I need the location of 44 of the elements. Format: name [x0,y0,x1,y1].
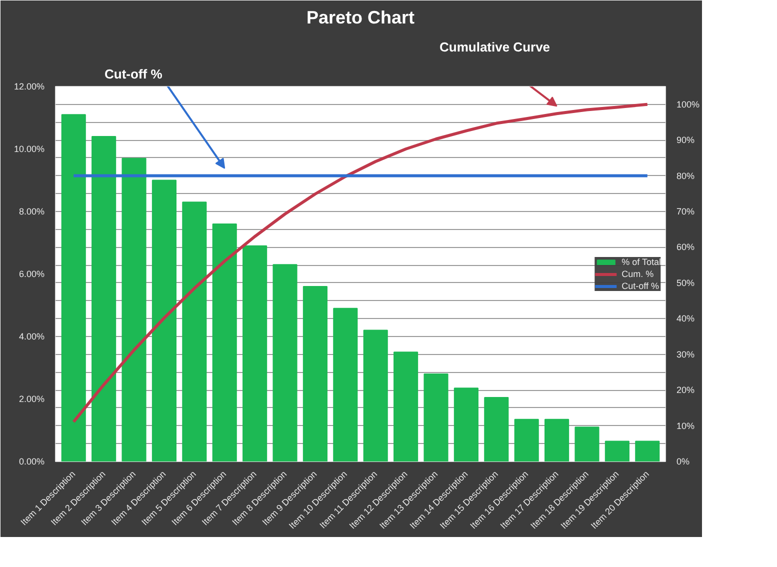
bar [484,396,509,462]
bar [122,158,146,462]
bar [212,224,237,462]
y2-tick-label: 60% [676,242,695,252]
bar [302,286,328,462]
y-tick-label: 8.00% [18,206,45,216]
y2-tick-label: 30% [676,349,695,360]
y-tick-label: 6.00% [18,269,45,279]
bar [152,180,176,462]
text: Cumulative Curve [440,40,550,54]
legend-label: Cut-off % [622,280,659,290]
y-tick-label: 2.00% [18,394,45,404]
y-tick-label: 12.00% [14,82,45,92]
y2-tick-label: 10% [676,420,695,431]
bar [272,264,298,462]
bar [242,245,268,462]
bar [454,388,478,462]
bar [604,440,630,462]
bar [544,418,570,462]
y2-tick-label: 20% [676,385,695,396]
bar [514,418,539,462]
legend-label: % of Total [622,256,661,266]
text: Cut-off % [104,66,163,82]
y2-tick-label: 70% [676,206,695,216]
bar [394,352,418,462]
bar [363,330,388,462]
y2-tick-label: 0% [676,456,690,466]
y2-tick-label: 40% [676,314,695,324]
y-tick-label: 4.00% [18,332,45,342]
bar [333,308,358,462]
y2-tick-label: 90% [676,135,695,146]
y2-tick-label: 50% [676,278,695,288]
y-tick-label: 10.00% [14,144,45,154]
bar [92,136,116,462]
legend-label: Cum. % [622,268,654,278]
y2-tick-label: 100% [676,99,700,110]
bar [182,202,207,462]
y-tick-label: 0.00% [18,456,45,466]
y2-tick-label: 80% [676,170,695,181]
bar [574,426,600,462]
bar [635,440,660,462]
chart-title: Pareto Chart [306,8,415,28]
bar [424,374,448,462]
bar [61,114,86,462]
